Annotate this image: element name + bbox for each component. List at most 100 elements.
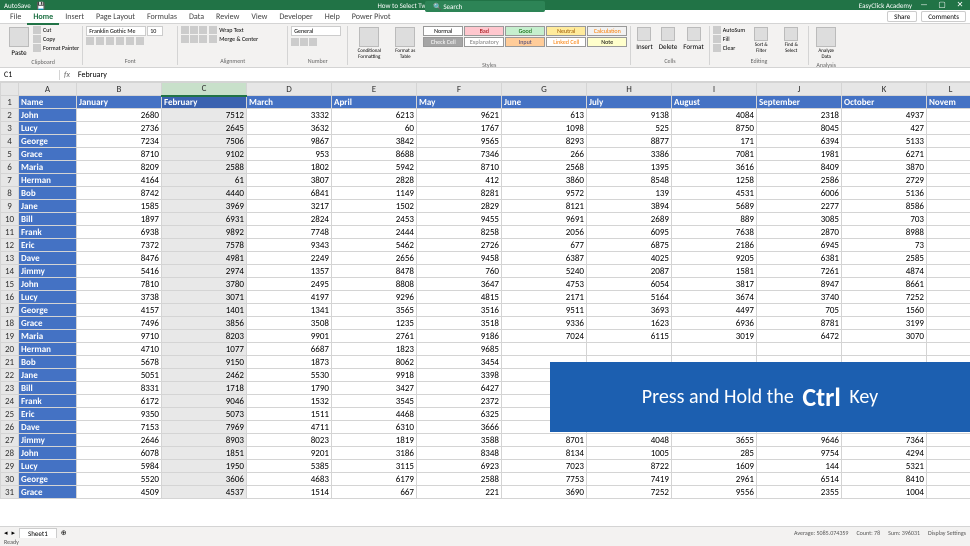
- data-cell[interactable]: 4937: [842, 109, 927, 122]
- name-cell[interactable]: Grace: [19, 486, 77, 499]
- data-cell[interactable]: [757, 343, 842, 356]
- data-cell[interactable]: 5133: [842, 135, 927, 148]
- data-cell[interactable]: 3690: [502, 486, 587, 499]
- col-header-I[interactable]: I: [672, 83, 757, 96]
- data-cell[interactable]: [927, 200, 970, 213]
- select-all-corner[interactable]: [1, 83, 19, 96]
- data-cell[interactable]: 2824: [247, 213, 332, 226]
- data-cell[interactable]: [927, 486, 970, 499]
- style-good[interactable]: Good: [505, 26, 545, 36]
- name-cell[interactable]: Bill: [19, 382, 77, 395]
- row-header-10[interactable]: 10: [1, 213, 19, 226]
- data-cell[interactable]: 9150: [162, 356, 247, 369]
- data-cell[interactable]: 6945: [757, 239, 842, 252]
- col-header-E[interactable]: E: [332, 83, 417, 96]
- name-cell[interactable]: Bob: [19, 187, 77, 200]
- data-cell[interactable]: 8548: [587, 174, 672, 187]
- data-cell[interactable]: [927, 226, 970, 239]
- data-cell[interactable]: 9102: [162, 148, 247, 161]
- col-header-L[interactable]: L: [927, 83, 970, 96]
- data-cell[interactable]: 7024: [502, 330, 587, 343]
- name-cell[interactable]: Maria: [19, 330, 77, 343]
- data-cell[interactable]: 3186: [332, 447, 417, 460]
- data-cell[interactable]: 3508: [247, 317, 332, 330]
- data-cell[interactable]: 525: [587, 122, 672, 135]
- data-cell[interactable]: [927, 174, 970, 187]
- data-cell[interactable]: [927, 317, 970, 330]
- data-cell[interactable]: 3454: [417, 356, 502, 369]
- col-header-G[interactable]: G: [502, 83, 587, 96]
- data-cell[interactable]: 3666: [417, 421, 502, 434]
- data-cell[interactable]: 9296: [332, 291, 417, 304]
- data-cell[interactable]: 6381: [757, 252, 842, 265]
- data-cell[interactable]: 6325: [417, 408, 502, 421]
- data-cell[interactable]: 285: [672, 447, 757, 460]
- row-header-13[interactable]: 13: [1, 252, 19, 265]
- row-header-9[interactable]: 9: [1, 200, 19, 213]
- data-cell[interactable]: 3606: [162, 473, 247, 486]
- data-cell[interactable]: 4468: [332, 408, 417, 421]
- data-cell[interactable]: 1514: [247, 486, 332, 499]
- data-cell[interactable]: 6310: [332, 421, 417, 434]
- data-cell[interactable]: 8209: [77, 161, 162, 174]
- data-cell[interactable]: 703: [842, 213, 927, 226]
- col-header-B[interactable]: B: [77, 83, 162, 96]
- spreadsheet-grid[interactable]: ABCDEFGHIJKL1NameJanuaryFebruaryMarchApr…: [0, 82, 970, 526]
- data-cell[interactable]: 7419: [587, 473, 672, 486]
- data-cell[interactable]: [842, 343, 927, 356]
- data-cell[interactable]: 8750: [672, 122, 757, 135]
- data-cell[interactable]: 3842: [332, 135, 417, 148]
- data-cell[interactable]: 5240: [502, 265, 587, 278]
- data-cell[interactable]: 7081: [672, 148, 757, 161]
- data-cell[interactable]: 3856: [162, 317, 247, 330]
- name-cell[interactable]: Lucy: [19, 122, 77, 135]
- close-button[interactable]: ✕: [954, 0, 966, 10]
- data-cell[interactable]: 8331: [77, 382, 162, 395]
- save-icon[interactable]: 💾: [37, 1, 46, 10]
- data-cell[interactable]: 3115: [332, 460, 417, 473]
- data-cell[interactable]: 8722: [587, 460, 672, 473]
- data-cell[interactable]: 60: [332, 122, 417, 135]
- table-header-cell[interactable]: Name: [19, 96, 77, 109]
- copy-button[interactable]: Copy: [33, 35, 79, 43]
- menu-view[interactable]: View: [245, 11, 273, 23]
- data-cell[interactable]: 9754: [757, 447, 842, 460]
- data-cell[interactable]: 8348: [417, 447, 502, 460]
- data-cell[interactable]: 9867: [247, 135, 332, 148]
- analyze-data-button[interactable]: Analyze Data: [812, 26, 840, 61]
- data-cell[interactable]: [927, 265, 970, 278]
- data-cell[interactable]: 6271: [842, 148, 927, 161]
- data-cell[interactable]: 5051: [77, 369, 162, 382]
- data-cell[interactable]: [927, 213, 970, 226]
- data-cell[interactable]: 1623: [587, 317, 672, 330]
- format-cells-button[interactable]: Format: [681, 26, 705, 52]
- data-cell[interactable]: 9350: [77, 408, 162, 421]
- data-cell[interactable]: 6841: [247, 187, 332, 200]
- minimize-button[interactable]: —: [918, 0, 930, 10]
- name-cell[interactable]: Bill: [19, 213, 77, 226]
- format-painter-button[interactable]: Format Painter: [33, 44, 79, 52]
- data-cell[interactable]: 1532: [247, 395, 332, 408]
- row-header-17[interactable]: 17: [1, 304, 19, 317]
- name-cell[interactable]: Dave: [19, 252, 77, 265]
- table-header-cell[interactable]: August: [672, 96, 757, 109]
- insert-cells-button[interactable]: Insert: [634, 26, 654, 52]
- data-cell[interactable]: 6936: [672, 317, 757, 330]
- menu-formulas[interactable]: Formulas: [141, 11, 183, 23]
- style-explanatory[interactable]: Explanatory: [464, 37, 504, 47]
- data-cell[interactable]: 1585: [77, 200, 162, 213]
- col-header-C[interactable]: C: [162, 83, 247, 96]
- style-normal[interactable]: Normal: [423, 26, 463, 36]
- maximize-button[interactable]: ▢: [936, 0, 948, 10]
- data-cell[interactable]: 6095: [587, 226, 672, 239]
- menu-review[interactable]: Review: [210, 11, 245, 23]
- name-cell[interactable]: Frank: [19, 226, 77, 239]
- data-cell[interactable]: 427: [842, 122, 927, 135]
- data-cell[interactable]: 2444: [332, 226, 417, 239]
- name-cell[interactable]: Jimmy: [19, 434, 77, 447]
- data-cell[interactable]: 8023: [247, 434, 332, 447]
- table-header-cell[interactable]: March: [247, 96, 332, 109]
- data-cell[interactable]: 8742: [77, 187, 162, 200]
- data-cell[interactable]: 7023: [502, 460, 587, 473]
- data-cell[interactable]: 9572: [502, 187, 587, 200]
